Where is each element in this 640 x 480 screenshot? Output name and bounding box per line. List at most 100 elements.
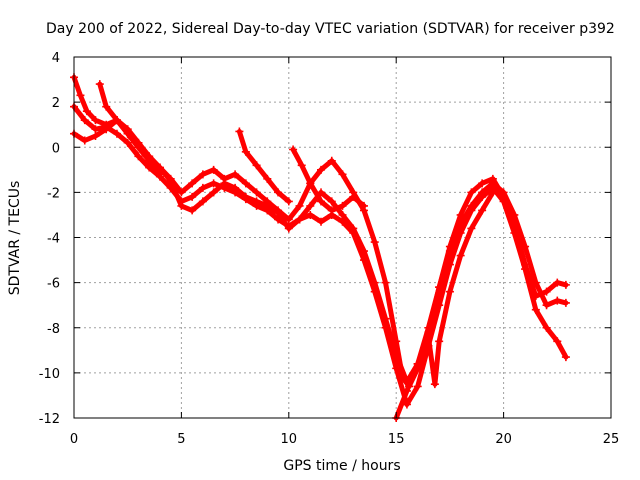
data-point (231, 170, 240, 179)
data-point (531, 305, 540, 314)
data-point (359, 201, 368, 210)
data-point (499, 188, 508, 197)
data-point (467, 188, 476, 197)
data-point (456, 251, 465, 260)
data-point (445, 247, 454, 256)
data-point (95, 80, 104, 89)
data-point (392, 364, 401, 373)
data-point (123, 138, 132, 147)
series-layer (71, 74, 569, 421)
data-point (499, 197, 508, 206)
data-point (166, 177, 175, 186)
data-point (349, 192, 358, 201)
data-point (435, 337, 444, 346)
data-point (510, 228, 519, 237)
data-point (80, 116, 89, 125)
data-point (370, 287, 379, 296)
data-point (445, 260, 454, 269)
data-point (435, 283, 444, 292)
data-point (317, 217, 326, 226)
data-point (478, 192, 487, 201)
data-point (478, 206, 487, 215)
x-tick-labels: 0 5 10 15 20 25 (70, 432, 619, 447)
data-point (145, 156, 154, 165)
series-track-1 (71, 74, 569, 389)
data-point (467, 224, 476, 233)
y-tick-label: 2 (52, 96, 60, 111)
data-point (231, 183, 240, 192)
data-point (478, 179, 487, 188)
data-point (327, 197, 336, 206)
data-point (553, 296, 562, 305)
chart-title: Day 200 of 2022, Sidereal Day-to-day VTE… (46, 21, 615, 37)
data-point (413, 382, 422, 391)
data-point (155, 170, 164, 179)
data-point (241, 192, 250, 201)
data-point (209, 188, 218, 197)
data-point (241, 179, 250, 188)
data-point (327, 156, 336, 165)
data-point (370, 278, 379, 287)
x-tick-label: 0 (70, 432, 78, 447)
y-tick-labels: -12 -10 -8 -6 -4 -2 0 2 4 (39, 51, 60, 427)
series-track-6 (290, 147, 367, 213)
y-tick-label: -4 (47, 232, 60, 247)
data-point (198, 183, 207, 192)
data-point (284, 224, 293, 233)
data-point (467, 206, 476, 215)
x-tick-label: 5 (177, 432, 185, 447)
data-point (521, 242, 530, 251)
data-point (338, 201, 347, 210)
data-point (317, 197, 326, 206)
y-tick-label: -2 (47, 186, 60, 201)
data-point (424, 332, 433, 341)
data-point (177, 201, 186, 210)
data-point (405, 382, 414, 391)
x-tick-label: 25 (603, 432, 620, 447)
data-point (297, 161, 306, 170)
data-point (370, 238, 379, 247)
data-point (91, 116, 100, 125)
data-point (402, 400, 411, 409)
data-point (561, 298, 570, 307)
data-point (317, 188, 326, 197)
y-tick-label: 0 (52, 141, 60, 156)
data-point (445, 287, 454, 296)
data-point (274, 188, 283, 197)
data-point (338, 217, 347, 226)
data-point (123, 129, 132, 138)
data-point (306, 201, 315, 210)
y-tick-label: -6 (47, 277, 60, 292)
data-point (252, 197, 261, 206)
x-tick-label: 15 (388, 432, 405, 447)
data-point (102, 102, 111, 111)
y-tick-label: -12 (39, 412, 60, 427)
y-tick-label: 4 (52, 51, 60, 66)
data-point (274, 208, 283, 217)
data-point (166, 183, 175, 192)
data-point (235, 127, 244, 136)
data-point (531, 292, 540, 301)
data-point (359, 256, 368, 265)
data-point (553, 278, 562, 287)
data-point (198, 170, 207, 179)
data-point (542, 301, 551, 310)
data-point (198, 197, 207, 206)
data-point (510, 210, 519, 219)
data-point (295, 215, 304, 224)
x-tick-label: 10 (281, 432, 298, 447)
data-point (91, 125, 100, 134)
data-point (402, 377, 411, 386)
data-point (424, 323, 433, 332)
data-point (145, 163, 154, 172)
data-point (80, 136, 89, 145)
data-point (252, 188, 261, 197)
data-point (327, 206, 336, 215)
data-point (155, 163, 164, 172)
data-point (289, 145, 298, 154)
x-axis-label: GPS time / hours (283, 458, 400, 474)
data-point (521, 265, 530, 274)
data-point (284, 197, 293, 206)
data-point (263, 201, 272, 210)
